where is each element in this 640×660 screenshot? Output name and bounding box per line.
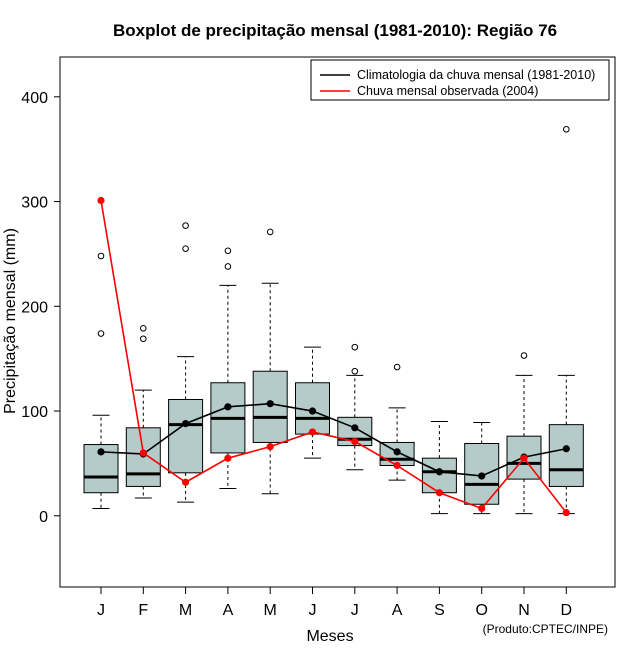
x-tick-label-f: F [138, 602, 148, 619]
climatology-line [100, 402, 567, 477]
x-tick-label-m: M [179, 602, 192, 619]
climatology-point [97, 448, 105, 456]
observed-point [562, 509, 570, 517]
outlier-point [224, 263, 232, 270]
legend: Climatologia da chuva mensal (1981-2010)… [310, 59, 610, 101]
box [548, 424, 584, 487]
observed-point [393, 461, 401, 470]
chart-title: Boxplot de precipitação mensal (1981-201… [113, 21, 557, 40]
climatology-point [182, 420, 190, 428]
observed-point [97, 196, 105, 205]
outlier-point [351, 343, 359, 351]
box [168, 399, 204, 474]
observed-line [100, 200, 567, 514]
plot-frame [59, 56, 616, 588]
x-tick-label-j: J [309, 602, 317, 619]
legend-climatology-label: Climatologia da chuva mensal (1981-2010) [357, 68, 595, 82]
outlier-point [266, 228, 274, 236]
x-tick-label-j: J [97, 602, 105, 619]
x-tick-label-m: M [264, 602, 277, 619]
outlier-point [393, 363, 401, 371]
outlier-point [140, 324, 147, 332]
climatology-point [308, 407, 317, 415]
outlier-point [182, 222, 189, 229]
legend-box [310, 59, 610, 101]
climatology-point [435, 468, 443, 476]
y-tick-label: 100 [21, 404, 48, 421]
y-axis-label: Precipitação mensal (mm) [2, 228, 19, 414]
outlier-point [351, 367, 359, 375]
climatology-point [478, 472, 486, 480]
observed-point [139, 449, 147, 457]
observed-point [478, 504, 486, 513]
credit-text: (Produto:CPTEC/INPE) [483, 622, 608, 636]
climatology-point [351, 424, 359, 432]
outlier-point [224, 247, 232, 255]
outlier-point [563, 125, 570, 133]
observed-point [520, 454, 528, 462]
observed-point [224, 454, 232, 462]
x-tick-label-a: A [223, 602, 234, 619]
outlier-point [520, 352, 528, 359]
plot-area: 0 100 200 300 400 J F M A M J J A S O N D [21, 56, 616, 619]
observed-point [351, 437, 359, 446]
observed-point [435, 489, 443, 497]
observed-point [308, 428, 317, 436]
climatology-point [224, 403, 232, 411]
x-tick-label-a: A [392, 602, 403, 619]
y-tick-label: 0 [39, 509, 48, 526]
x-tick-label-o: O [475, 602, 487, 619]
observed-point [266, 443, 274, 451]
climatology-point [393, 448, 401, 456]
y-tick-label: 300 [21, 195, 48, 212]
x-tick-label-d: D [561, 602, 573, 619]
observed-point [182, 478, 190, 486]
climatology-point [266, 400, 274, 408]
x-tick-label-n: N [518, 602, 530, 619]
legend-observed-label: Chuva mensal observada (2004) [357, 84, 538, 98]
x-tick-label-j: J [351, 602, 359, 619]
climatology-point [562, 445, 570, 453]
x-axis-label: Meses [306, 628, 353, 645]
outlier-point [182, 245, 189, 252]
outlier-point [140, 335, 147, 343]
y-tick-label: 200 [21, 299, 48, 316]
y-tick-label: 400 [21, 90, 48, 107]
outlier-point [97, 330, 105, 337]
box [421, 457, 457, 494]
outlier-point [97, 252, 105, 260]
x-tick-label-s: S [434, 602, 445, 619]
